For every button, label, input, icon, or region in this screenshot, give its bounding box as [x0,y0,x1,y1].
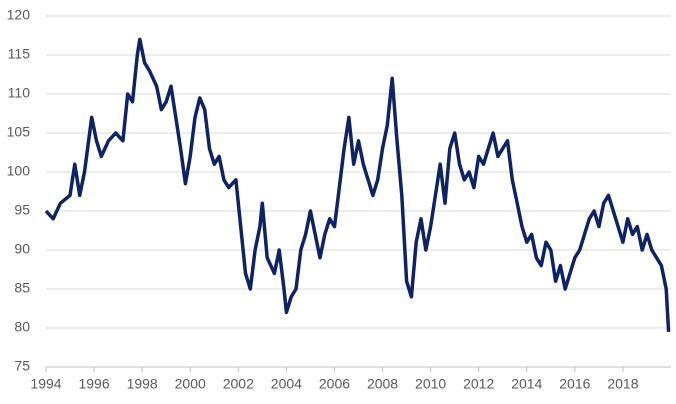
y-tick-label: 115 [8,46,31,62]
y-tick-label: 90 [14,241,30,257]
y-tick-label: 80 [14,319,30,335]
x-tick-label: 2002 [223,376,254,392]
x-tick-label: 2008 [367,376,398,392]
y-tick-label: 120 [7,7,31,23]
y-tick-label: 100 [7,163,31,179]
y-tick-label: 95 [14,202,30,218]
y-tick-label: 75 [14,358,30,374]
x-tick-label: 2018 [607,376,638,392]
x-tick-label: 2000 [175,376,206,392]
x-tick-label: 2016 [559,376,590,392]
x-tick-label: 1996 [78,376,109,392]
x-tick-label: 2010 [415,376,446,392]
x-tick-label: 1994 [30,376,61,392]
y-tick-label: 85 [14,280,30,296]
line-series [44,37,671,332]
x-tick-label: 2012 [463,376,494,392]
x-tick-label: 1998 [127,376,158,392]
x-tick-label: 2006 [319,376,350,392]
x-tick-label: 2014 [511,376,542,392]
y-tick-label: 105 [7,124,31,140]
x-tick-label: 2004 [271,376,302,392]
y-tick-label: 110 [8,85,31,101]
